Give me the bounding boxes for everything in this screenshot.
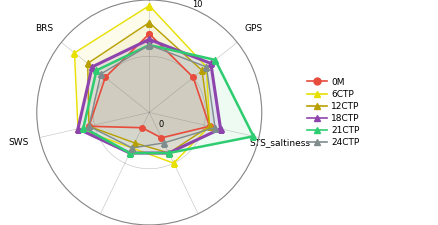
- Polygon shape: [89, 45, 215, 148]
- Polygon shape: [83, 45, 253, 153]
- Text: 0: 0: [158, 120, 163, 129]
- Polygon shape: [74, 6, 209, 163]
- Polygon shape: [78, 39, 220, 153]
- Legend: 0M, 6CTP, 12CTP, 18CTP, 21CTP, 24CTP: 0M, 6CTP, 12CTP, 18CTP, 21CTP, 24CTP: [302, 74, 362, 151]
- Polygon shape: [89, 34, 209, 138]
- Polygon shape: [88, 22, 209, 153]
